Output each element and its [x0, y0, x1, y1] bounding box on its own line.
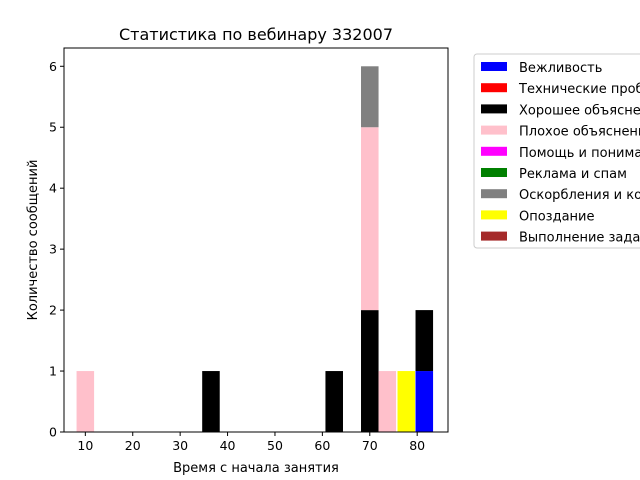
legend-label: Технические проблемы: [518, 82, 640, 97]
x-tick-label: 80: [409, 438, 425, 453]
bar-3-73.7: [378, 371, 397, 432]
legend-label: Опоздание: [519, 209, 595, 224]
x-tick-label: 50: [267, 438, 283, 453]
legend-swatch: [481, 104, 507, 114]
y-tick-label: 3: [49, 242, 57, 257]
chart-title: Статистика по вебинару 332007: [119, 25, 393, 44]
bar-2-81.5: [415, 310, 434, 372]
legend-label: Плохое объяснение: [519, 125, 640, 140]
bar-3-70: [361, 127, 379, 311]
bar-2-36.5: [202, 371, 220, 432]
x-tick-label: 30: [172, 438, 188, 453]
bar-6-70: [361, 66, 379, 128]
x-tick-label: 20: [125, 438, 141, 453]
y-tick-label: 5: [49, 120, 57, 135]
y-axis: 0 1 2 3 4 5 6: [49, 59, 64, 440]
y-axis-label: Количество сообщений: [26, 160, 41, 321]
y-tick-label: 4: [49, 181, 57, 196]
x-axis-label: Время с начала занятия: [173, 461, 339, 476]
bar-2-62.5: [325, 371, 343, 432]
legend-swatch: [481, 189, 507, 199]
legend-items: Вежливость Технические проблемы Хорошее об…: [481, 61, 640, 246]
legend-swatch: [481, 62, 507, 71]
legend-swatch: [481, 83, 507, 93]
legend-label: Реклама и спам: [519, 167, 627, 182]
x-tick-label: 10: [77, 438, 93, 453]
y-tick-label: 0: [49, 425, 57, 440]
x-axis: 10 20 30 40 50 60 70 80: [77, 432, 425, 453]
bar-0-81.5: [415, 371, 434, 432]
x-tick-label: 60: [314, 438, 330, 453]
legend: Вежливость Технические проблемы Хорошее об…: [473, 53, 640, 249]
plot-area: [63, 47, 449, 433]
bar-3-10: [76, 371, 95, 432]
legend-label: Выполнение заданий: [519, 231, 640, 246]
y-tick-label: 1: [49, 364, 57, 379]
legend-label: Оскорбления и конфликты: [519, 188, 640, 203]
x-tick-label: 70: [362, 438, 378, 453]
legend-label: Помощь и понимание: [519, 146, 640, 161]
bars-layer: [76, 66, 434, 432]
legend-swatch: [481, 231, 507, 241]
y-tick-label: 6: [49, 59, 57, 74]
legend-swatch: [481, 125, 507, 135]
legend-box: [473, 53, 640, 249]
legend-swatch: [481, 168, 507, 177]
legend-swatch: [481, 210, 507, 220]
y-tick-label: 2: [49, 303, 57, 318]
legend-swatch: [481, 146, 507, 156]
x-tick-label: 40: [220, 438, 236, 453]
legend-label: Вежливость: [519, 61, 602, 76]
bar-7-77.7: [397, 371, 416, 432]
legend-label: Хорошее объяснение: [519, 103, 640, 118]
bar-2-70: [361, 310, 379, 432]
